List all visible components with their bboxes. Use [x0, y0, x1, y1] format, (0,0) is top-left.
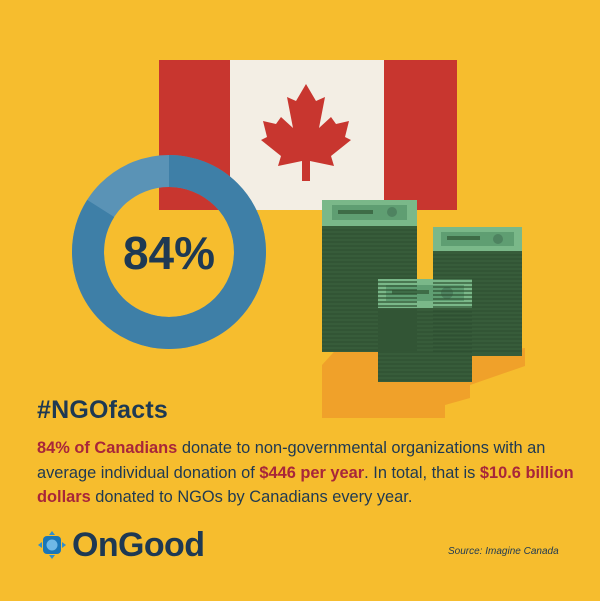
hashtag-title: #NGOfacts	[37, 396, 169, 424]
source-credit: Source: Imagine Canada	[448, 546, 559, 557]
logo-text: OnGood	[72, 525, 205, 564]
fact-paragraph: 84% of Canadians donate to non-governmen…	[37, 436, 577, 510]
canadian-flag-icon	[159, 60, 457, 210]
fact-segment: $446 per year	[259, 463, 365, 482]
fact-segment: donate to non-governmental organizations…	[37, 439, 546, 482]
donut-progress-icon: 84%	[72, 155, 266, 349]
stat-value: 84%	[123, 227, 215, 279]
donut-progress-arc	[72, 155, 266, 349]
maple-leaf-icon	[261, 84, 351, 181]
fact-segment: 84% of Canadians	[37, 439, 178, 457]
ongood-logo-icon	[38, 531, 66, 559]
ongood-logo[interactable]: OnGood	[37, 523, 205, 567]
fact-segment: $10.6 billion dollars	[37, 463, 574, 507]
fact-segment: donated to NGOs by Canadians every year.	[90, 488, 413, 506]
money-stack-icon	[322, 200, 525, 418]
fact-segment: . In total, that is	[364, 463, 480, 482]
